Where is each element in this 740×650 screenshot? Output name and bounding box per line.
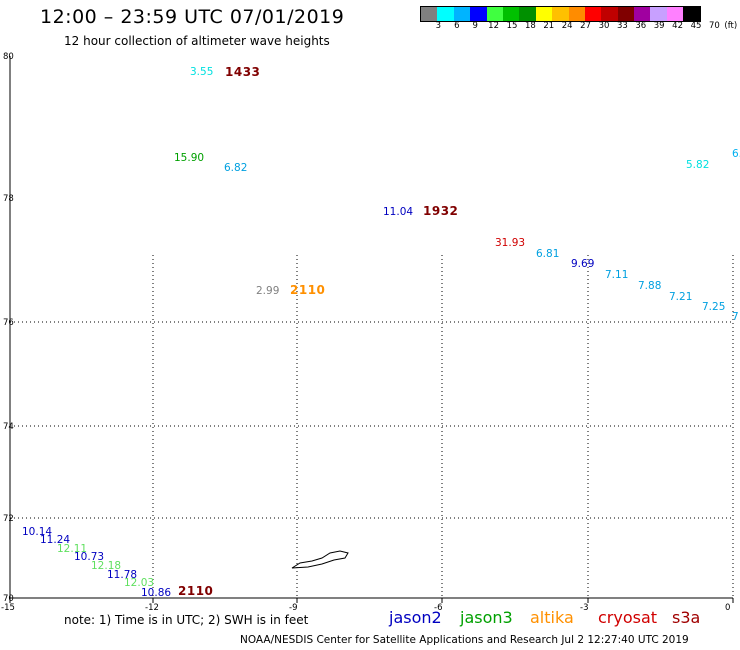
satellite-legend-jason2: jason2 [389,608,442,627]
latitude-label: 80 [3,52,14,62]
legend-tick-label: 39 [653,21,665,31]
legend-tick-label: 6 [454,21,460,31]
legend-tick-label: 15 [506,21,518,31]
wave-height-value: 9.69 [571,258,595,270]
legend-swatch [617,7,635,21]
chart-title: 12:00 – 23:59 UTC 07/01/2019 [40,6,345,28]
legend-tick-label: 3 [435,21,442,31]
latitude-label: 72 [3,514,14,524]
color-legend [420,6,701,22]
legend-swatch [552,7,569,21]
legend-swatch [486,7,503,21]
satellite-legend-s3a: s3a [672,608,701,627]
legend-swatch [650,7,667,21]
wave-height-value: 7.25 [702,301,726,313]
legend-swatch [437,7,454,21]
legend-swatch [666,7,684,21]
wave-height-value: 10.14 [22,526,53,538]
wave-height-value: 6.81 [536,248,560,260]
latitude-label: 78 [3,194,14,204]
legend-tick-label: 27 [580,21,592,31]
wave-height-value: 10.86 [141,587,172,599]
legend-swatch [470,7,487,21]
wave-height-value: 10.73 [74,551,105,563]
island-coastline [291,550,349,569]
legend-swatch [453,7,471,21]
legend-tick-label: 30 [598,21,610,31]
legend-tick-label: 12 [488,21,500,31]
color-legend-ticks: 3 6 9 12 15 18 21 24 27 30 33 36 39 42 45 70 (ft) [420,21,738,33]
wave-height-value: 6.82 [224,162,248,174]
legend-swatch [568,7,585,21]
longitude-label: -3 [580,603,589,613]
pass-time-label: 2110 [178,584,214,598]
wave-height-value: 15.90 [174,152,205,164]
legend-swatch [519,7,536,21]
longitude-label: -15 [1,603,15,613]
legend-swatch [421,7,438,21]
legend-tick-label: 9 [472,21,478,31]
wave-height-value: 11.04 [383,206,414,218]
satellite-legend-altika: altika [530,608,574,627]
longitude-label: -12 [145,603,159,613]
satellite-legend-cryosat: cryosat [598,608,658,627]
wave-height-value: 7 [732,311,739,323]
wave-height-value: 2.99 [256,285,280,297]
legend-tick-label: 21 [543,21,555,31]
longitude-label: -6 [434,603,443,613]
legend-tick-label: 33 [616,21,628,31]
legend-swatch [683,7,700,21]
pass-time-label: 1433 [225,65,261,79]
wave-height-value: 12.11 [57,543,88,555]
legend-swatch [601,7,618,21]
wave-height-value: 12.03 [124,577,155,589]
legend-swatch [535,7,553,21]
wave-height-value: 5.82 [686,159,710,171]
latitude-label: 76 [3,318,14,328]
pass-time-label: 1932 [423,204,459,218]
wave-height-value: 12.18 [91,560,122,572]
wave-height-value: 6. [732,148,740,160]
wave-height-value: 7.88 [638,280,662,292]
wave-height-value: 3.55 [190,66,214,78]
wave-height-value: 11.24 [40,534,71,546]
legend-swatch [502,7,520,21]
legend-tick-label: 70 [708,21,720,31]
wave-height-value: 7.21 [669,291,693,303]
chart-subtitle: 12 hour collection of altimeter wave hei… [64,34,330,48]
legend-swatch [584,7,602,21]
footnote: note: 1) Time is in UTC; 2) SWH is in fe… [64,613,309,627]
wave-height-value: 7.11 [605,269,629,281]
wave-height-value: 31.93 [495,237,526,249]
longitude-label: 0 [725,603,731,613]
longitude-label: -9 [289,603,298,613]
credit-line: NOAA/NESDIS Center for Satellite Applica… [240,634,689,646]
legend-tick-label: 42 [672,21,684,31]
legend-tick-label: 18 [524,21,536,31]
latitude-label: 70 [3,594,14,604]
latitude-label: 74 [3,422,14,432]
legend-swatch [634,7,651,21]
legend-tick-label: 45 [690,21,702,31]
pass-time-label: 2110 [290,283,326,297]
satellite-legend-jason3: jason3 [460,608,513,627]
legend-tick-label: 24 [561,21,573,31]
wave-height-value: 11.78 [107,569,138,581]
legend-unit-label: (ft) [724,21,738,31]
legend-tick-label: 36 [635,21,647,31]
